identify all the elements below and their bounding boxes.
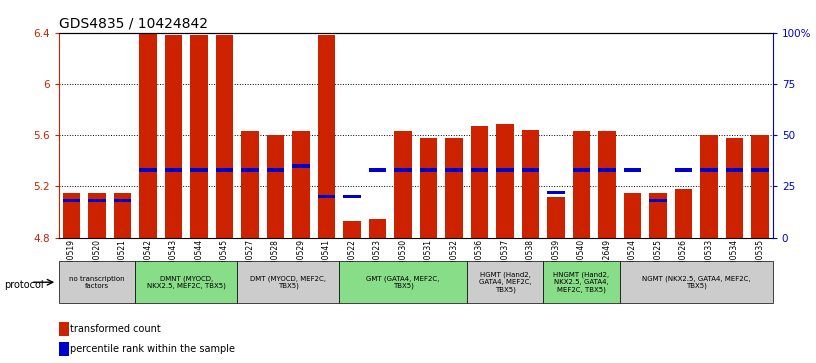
Bar <box>63 193 81 238</box>
Bar <box>675 168 693 172</box>
Bar <box>445 168 463 172</box>
Bar <box>63 199 81 203</box>
Bar <box>419 138 437 238</box>
Text: no transcription
factors: no transcription factors <box>69 276 125 289</box>
Text: protocol: protocol <box>4 280 44 290</box>
Bar <box>292 131 310 238</box>
Bar <box>343 221 361 238</box>
Text: HGMT (Hand2,
GATA4, MEF2C,
TBX5): HGMT (Hand2, GATA4, MEF2C, TBX5) <box>479 272 531 293</box>
Bar <box>317 195 335 198</box>
Bar <box>547 197 565 238</box>
Bar <box>467 261 543 303</box>
Bar <box>620 261 773 303</box>
Bar <box>135 261 237 303</box>
Bar <box>113 193 131 238</box>
Bar <box>445 138 463 238</box>
Bar <box>317 35 335 238</box>
Bar <box>547 191 565 194</box>
Bar <box>598 131 616 238</box>
Bar <box>543 261 620 303</box>
Bar <box>165 35 183 238</box>
Bar <box>241 131 259 238</box>
Bar <box>113 199 131 203</box>
Bar <box>471 168 489 172</box>
Bar <box>623 193 641 238</box>
Bar <box>521 168 539 172</box>
Bar <box>369 168 387 172</box>
Bar <box>292 164 310 168</box>
Bar <box>725 138 743 238</box>
Bar <box>496 168 514 172</box>
Bar <box>369 219 387 238</box>
Text: GDS4835 / 10424842: GDS4835 / 10424842 <box>59 16 208 30</box>
Bar <box>675 189 693 238</box>
Bar <box>394 131 412 238</box>
Bar <box>190 35 208 238</box>
Bar <box>394 168 412 172</box>
Bar <box>649 199 667 203</box>
Bar <box>623 168 641 172</box>
Bar <box>573 131 591 238</box>
Bar <box>139 168 157 172</box>
Bar <box>339 261 467 303</box>
Bar <box>343 195 361 198</box>
Text: NGMT (NKX2.5, GATA4, MEF2C,
TBX5): NGMT (NKX2.5, GATA4, MEF2C, TBX5) <box>642 275 751 289</box>
Text: transformed count: transformed count <box>70 324 161 334</box>
Bar <box>267 135 285 238</box>
Text: GMT (GATA4, MEF2C,
TBX5): GMT (GATA4, MEF2C, TBX5) <box>366 275 440 289</box>
Bar <box>215 168 233 172</box>
Bar <box>139 33 157 238</box>
Bar <box>471 126 489 238</box>
Text: DMNT (MYOCD,
NKX2.5, MEF2C, TBX5): DMNT (MYOCD, NKX2.5, MEF2C, TBX5) <box>147 275 226 289</box>
Bar <box>237 261 339 303</box>
Bar <box>190 168 208 172</box>
Bar <box>165 168 183 172</box>
Bar <box>59 261 135 303</box>
Bar <box>700 168 718 172</box>
Bar <box>573 168 591 172</box>
Bar <box>700 135 718 238</box>
Text: HNGMT (Hand2,
NKX2.5, GATA4,
MEF2C, TBX5): HNGMT (Hand2, NKX2.5, GATA4, MEF2C, TBX5… <box>553 272 610 293</box>
Bar <box>751 135 769 238</box>
Text: percentile rank within the sample: percentile rank within the sample <box>70 344 235 354</box>
Bar <box>215 35 233 238</box>
Bar <box>649 193 667 238</box>
Bar <box>598 168 616 172</box>
Bar <box>751 168 769 172</box>
Bar <box>521 130 539 238</box>
Bar <box>496 124 514 238</box>
Bar <box>88 199 106 203</box>
Bar <box>88 193 106 238</box>
Bar <box>419 168 437 172</box>
Text: DMT (MYOCD, MEF2C,
TBX5): DMT (MYOCD, MEF2C, TBX5) <box>251 275 326 289</box>
Bar <box>241 168 259 172</box>
Bar <box>267 168 285 172</box>
Bar <box>725 168 743 172</box>
